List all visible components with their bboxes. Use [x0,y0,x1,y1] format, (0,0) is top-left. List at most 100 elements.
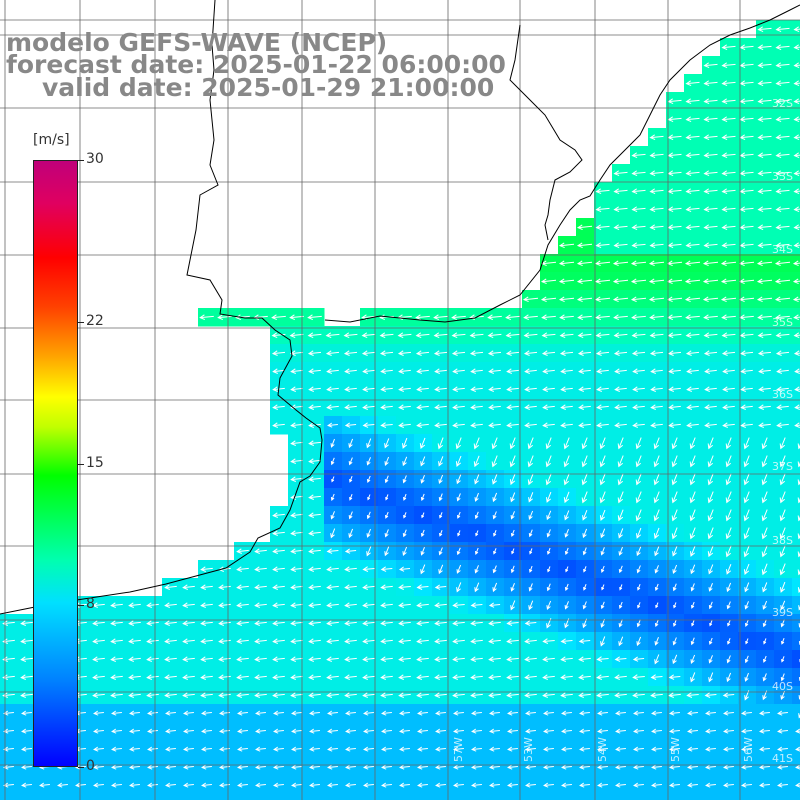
wind-arrow [438,456,444,467]
wind-arrow [685,206,700,213]
wind-arrow [434,386,447,392]
wind-arrow [344,368,357,374]
wind-arrow [740,422,753,428]
wind-arrow [792,260,800,267]
wind-arrow [653,527,660,540]
wind-arrow [672,654,678,665]
wind-arrow [709,620,713,627]
wind-arrow [511,548,515,555]
wind-speed-cell [792,668,800,687]
colorbar-tick-label: 30 [86,151,104,167]
wind-arrow [506,638,519,644]
wind-arrow [525,746,536,752]
wind-arrow [739,242,754,249]
wind-speed-cell [324,794,343,800]
wind-arrow [437,437,444,450]
wind-arrow [528,492,534,503]
wind-arrow [667,350,682,356]
wind-arrow [344,404,357,410]
wind-arrow [420,456,426,467]
wind-arrow [686,368,699,374]
wind-arrow [703,188,718,195]
wind-arrow [363,782,374,788]
wind-arrow [757,170,772,177]
wind-arrow [745,638,749,645]
wind-arrow [488,602,501,608]
wind-arrow [326,368,339,374]
wind-speed-cell [702,794,721,800]
wind-arrow [595,350,610,356]
wind-arrow [775,98,790,105]
wind-arrow [308,602,321,608]
wind-arrow [236,584,249,590]
wind-arrow [581,455,588,468]
wind-arrow [93,728,104,734]
wind-arrow [93,782,104,788]
wind-arrow [182,692,195,698]
wind-arrow [759,782,770,788]
wind-arrow [757,80,772,87]
wind-arrow [470,656,483,662]
wind-arrow [362,566,375,572]
wind-arrow [561,764,572,770]
wind-arrow [722,404,735,410]
wind-arrow [721,116,736,123]
wind-arrow [290,530,303,536]
wind-arrow [685,332,700,339]
wind-arrow [617,455,624,468]
colorbar-tick [78,767,84,768]
wind-arrow [721,62,736,69]
wind-arrow [596,656,609,662]
wind-arrow [779,527,786,540]
wind-speed-cell [522,794,541,800]
wind-arrow [290,548,303,554]
wind-arrow [578,692,591,698]
wind-arrow [290,602,303,608]
wind-speed-cell [558,794,577,800]
wind-arrow [345,728,356,734]
wind-arrow [362,674,375,680]
wind-arrow [775,314,790,321]
wind-arrow [21,728,32,734]
wind-arrow [614,404,627,410]
wind-arrow [780,600,786,611]
wind-arrow [488,692,501,698]
wind-arrow [402,475,407,484]
wind-arrow [649,242,664,249]
latitude-label: 35S [772,316,793,329]
wind-arrow [290,566,303,572]
wind-arrow [290,584,303,590]
wind-arrow [218,620,231,626]
wind-arrow [128,638,141,644]
wind-arrow [582,547,587,556]
latitude-label: 34S [772,243,793,256]
wind-arrow [687,710,698,716]
latitude-label: 37S [772,460,793,473]
wind-arrow [326,674,339,680]
wind-arrow [721,134,736,141]
wind-arrow [668,368,681,374]
wind-arrow [793,188,800,195]
wind-arrow [672,546,678,557]
wind-arrow [399,764,410,770]
wind-arrow [398,638,411,644]
wind-arrow [612,260,629,267]
wind-arrow [362,386,375,392]
wind-arrow [524,638,537,644]
wind-arrow [545,455,552,468]
wind-arrow [686,404,699,410]
wind-arrow [525,710,536,716]
wind-arrow [510,565,515,574]
wind-arrow [417,764,428,770]
wind-arrow [560,692,573,698]
wind-arrow [492,565,497,574]
wind-arrow [416,386,429,392]
wind-arrow [344,656,357,662]
wind-arrow [327,746,338,752]
wind-arrow [362,602,375,608]
wind-arrow [779,455,786,468]
wind-arrow [254,656,267,662]
wind-arrow [399,728,410,734]
wind-arrow [129,782,140,788]
wind-arrow [636,546,642,557]
